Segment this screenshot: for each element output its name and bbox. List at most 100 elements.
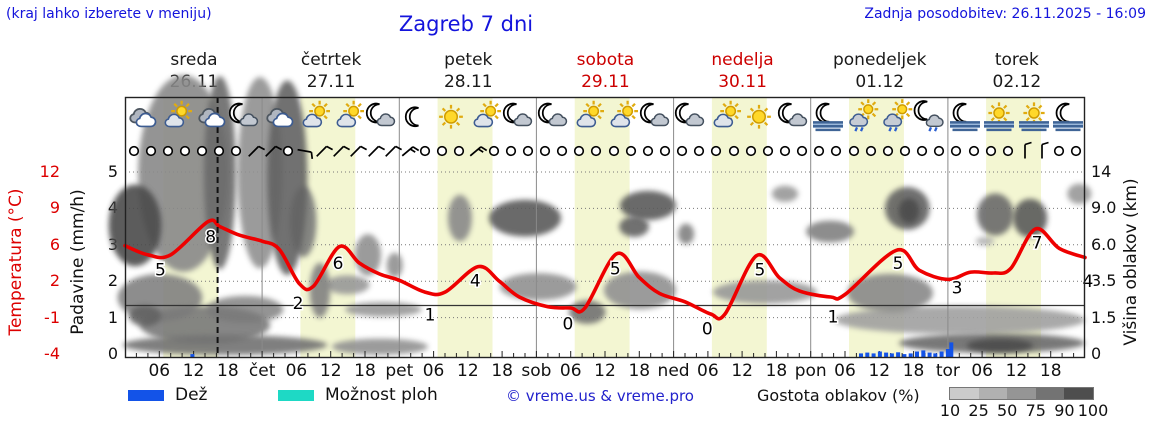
- calm-wind-icon: [948, 143, 964, 159]
- wind-barb-icon: [383, 143, 402, 159]
- x-axis-label: 18: [628, 361, 651, 381]
- calm-wind-icon: [1068, 143, 1084, 159]
- svg-text:8: 8: [205, 227, 216, 247]
- svg-text:4: 4: [470, 271, 481, 291]
- svg-text:5: 5: [754, 260, 765, 280]
- x-axis-label: tor: [935, 361, 960, 381]
- page-title: Zagreb 7 dni: [398, 12, 534, 36]
- calm-wind-icon: [280, 143, 296, 159]
- moon-cloud-icon: [365, 102, 399, 133]
- sun-cloud-icon: [605, 100, 639, 133]
- x-axis-label: 18: [765, 361, 788, 381]
- cloudy-icon: [262, 103, 296, 133]
- moon-cloud-icon: [228, 102, 262, 133]
- day-name: četrtek: [300, 50, 362, 70]
- axis-tick: -1: [44, 307, 60, 327]
- calm-wind-icon: [588, 143, 604, 159]
- rain-legend-label: Dež: [175, 385, 208, 405]
- axis-tick: 2: [49, 271, 60, 291]
- day-date: 29.11: [581, 72, 630, 92]
- wind-barb-icon: [331, 143, 351, 159]
- precipitation-axis-title: Padavine (mm/h): [68, 189, 88, 335]
- cloud-density-legend-label: Gostota oblakov (%): [757, 386, 920, 405]
- axis-tick: 1.5: [1091, 307, 1117, 327]
- moon-cloud-icon: [674, 102, 708, 133]
- svg-text:3: 3: [952, 278, 963, 298]
- calm-wind-icon: [211, 143, 227, 159]
- sun-cloud-icon: [571, 100, 605, 133]
- calm-wind-icon: [554, 143, 570, 159]
- day-date: 28.11: [443, 72, 493, 92]
- calm-wind-icon: [880, 143, 896, 159]
- density-gradient-segment: [1064, 388, 1094, 399]
- x-axis-label: 06: [148, 361, 171, 381]
- svg-text:2: 2: [293, 294, 304, 314]
- axis-tick: 6.0: [1091, 234, 1117, 254]
- day-date: 02.12: [992, 72, 1042, 92]
- moon-icon: [399, 103, 433, 133]
- cloud-height-axis-title: Višina oblakov (km): [1121, 178, 1141, 346]
- calm-wind-icon: [846, 143, 862, 159]
- wind-barb-icon: [366, 143, 385, 159]
- calm-wind-icon: [726, 143, 742, 159]
- showers-legend-label: Možnost ploh: [325, 385, 438, 405]
- calm-wind-icon: [177, 143, 193, 159]
- x-axis-label: 18: [1039, 361, 1062, 381]
- calm-wind-icon: [708, 143, 724, 159]
- axis-tick: -4: [44, 344, 60, 363]
- calm-wind-icon: [863, 143, 879, 159]
- day-date: 30.11: [718, 72, 767, 92]
- calm-wind-icon: [623, 143, 639, 159]
- moon-rain-icon: [913, 100, 948, 133]
- calm-wind-icon: [674, 143, 690, 159]
- density-scale-label: 10: [939, 401, 961, 420]
- calm-wind-icon: [228, 143, 244, 159]
- calm-wind-icon: [657, 143, 673, 159]
- calm-wind-icon: [828, 143, 844, 159]
- copyright-link[interactable]: © vreme.us & vreme.pro: [506, 387, 694, 405]
- density-gradient-segment: [1035, 388, 1065, 399]
- density-scale-label: 25: [968, 401, 989, 420]
- sun-fog-icon: [1017, 102, 1051, 133]
- sun-cloud-icon: [468, 100, 502, 133]
- wind-barb-icon: [468, 143, 488, 159]
- x-axis-label: 12: [1005, 361, 1028, 381]
- sun-cloud-icon: [159, 100, 193, 133]
- calm-wind-icon: [897, 143, 913, 159]
- calm-wind-icon: [794, 143, 810, 159]
- x-axis-label: 06: [697, 361, 719, 381]
- calm-wind-icon: [691, 143, 707, 159]
- calm-wind-icon: [931, 143, 947, 159]
- axis-tick: 0: [107, 344, 118, 363]
- calm-wind-icon: [486, 143, 502, 159]
- moon-fog-icon: [811, 102, 845, 133]
- calm-wind-icon: [914, 143, 930, 159]
- x-axis-label: 06: [971, 361, 993, 381]
- wind-barb-icon: [314, 143, 334, 159]
- showers-legend-swatch: [278, 390, 314, 401]
- sun-icon: [742, 103, 776, 133]
- density-gradient-segment: [1007, 388, 1037, 399]
- calm-wind-icon: [811, 143, 827, 159]
- calm-wind-icon: [777, 143, 793, 159]
- calm-wind-icon: [760, 143, 776, 159]
- calm-wind-icon: [983, 143, 999, 159]
- x-axis-label: čet: [248, 361, 276, 381]
- svg-text:6: 6: [333, 254, 344, 274]
- wind-barb-icon: [263, 143, 282, 159]
- x-axis-label: 06: [834, 361, 856, 381]
- calm-wind-icon: [606, 143, 622, 159]
- axis-tick: 3.5: [1091, 271, 1117, 291]
- moon-fog-icon: [948, 102, 982, 133]
- sun-cloud-icon: [297, 100, 331, 133]
- calm-wind-icon: [537, 143, 553, 159]
- calm-wind-icon: [503, 143, 519, 159]
- calm-wind-icon: [417, 143, 433, 159]
- wind-barb-icon: [348, 143, 368, 159]
- day-date: 27.11: [306, 72, 356, 92]
- last-update-timestamp: Zadnja posodobitev: 26.11.2025 - 16:09: [864, 6, 1146, 22]
- calm-wind-icon: [1000, 143, 1016, 159]
- x-axis-label: sob: [521, 361, 552, 381]
- svg-text:1: 1: [828, 307, 839, 327]
